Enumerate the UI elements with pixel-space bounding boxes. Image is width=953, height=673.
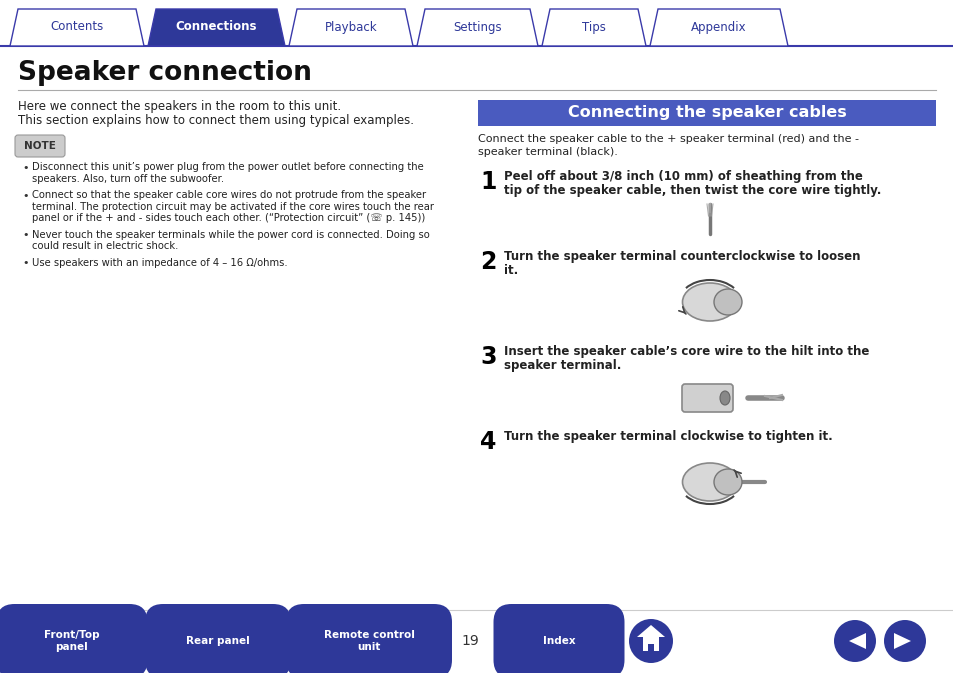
Ellipse shape: [833, 620, 875, 662]
Text: NOTE: NOTE: [24, 141, 56, 151]
Text: 4: 4: [479, 430, 496, 454]
FancyBboxPatch shape: [493, 604, 624, 673]
Text: Settings: Settings: [453, 20, 501, 34]
Polygon shape: [649, 9, 787, 46]
Text: Front/Top
panel: Front/Top panel: [44, 630, 100, 651]
Text: Connecting the speaker cables: Connecting the speaker cables: [567, 106, 845, 120]
Ellipse shape: [681, 463, 737, 501]
FancyBboxPatch shape: [15, 135, 65, 157]
Text: •: •: [22, 163, 29, 173]
Text: Rear panel: Rear panel: [186, 636, 250, 646]
FancyBboxPatch shape: [681, 384, 732, 412]
Text: •: •: [22, 191, 29, 201]
Text: Connect so that the speaker cable core wires do not protrude from the speaker: Connect so that the speaker cable core w…: [32, 190, 426, 200]
Ellipse shape: [628, 619, 672, 663]
Text: could result in electric shock.: could result in electric shock.: [32, 241, 178, 251]
Text: Playback: Playback: [324, 20, 377, 34]
Text: Speaker connection: Speaker connection: [18, 60, 312, 86]
Text: it.: it.: [503, 264, 517, 277]
Text: terminal. The protection circuit may be activated if the core wires touch the re: terminal. The protection circuit may be …: [32, 201, 434, 211]
Text: 2: 2: [479, 250, 496, 274]
Text: speaker terminal (black).: speaker terminal (black).: [477, 147, 618, 157]
FancyBboxPatch shape: [286, 604, 452, 673]
Text: Remote control
unit: Remote control unit: [323, 630, 414, 651]
Text: Use speakers with an impedance of 4 – 16 Ω/ohms.: Use speakers with an impedance of 4 – 16…: [32, 258, 287, 267]
Text: 19: 19: [460, 634, 478, 648]
Text: tip of the speaker cable, then twist the core wire tightly.: tip of the speaker cable, then twist the…: [503, 184, 881, 197]
Text: This section explains how to connect them using typical examples.: This section explains how to connect the…: [18, 114, 414, 127]
FancyBboxPatch shape: [0, 604, 148, 673]
Text: Turn the speaker terminal clockwise to tighten it.: Turn the speaker terminal clockwise to t…: [503, 430, 832, 443]
Text: Connections: Connections: [175, 20, 257, 34]
Ellipse shape: [720, 391, 729, 405]
FancyBboxPatch shape: [647, 644, 654, 651]
Text: Connect the speaker cable to the + speaker terminal (red) and the -: Connect the speaker cable to the + speak…: [477, 134, 858, 144]
Polygon shape: [10, 9, 144, 46]
Text: •: •: [22, 230, 29, 240]
Text: Turn the speaker terminal counterclockwise to loosen: Turn the speaker terminal counterclockwi…: [503, 250, 860, 263]
FancyBboxPatch shape: [145, 604, 291, 673]
Polygon shape: [416, 9, 537, 46]
Polygon shape: [893, 633, 910, 649]
Ellipse shape: [681, 283, 737, 321]
Bar: [477, 100, 935, 126]
Text: Tips: Tips: [581, 20, 605, 34]
Text: Contents: Contents: [51, 20, 104, 34]
Polygon shape: [637, 625, 664, 637]
Ellipse shape: [883, 620, 925, 662]
Text: speaker terminal.: speaker terminal.: [503, 359, 620, 372]
Text: panel or if the + and - sides touch each other. (“Protection circuit” (☏ p. 145): panel or if the + and - sides touch each…: [32, 213, 425, 223]
Text: 3: 3: [479, 345, 496, 369]
Text: Never touch the speaker terminals while the power cord is connected. Doing so: Never touch the speaker terminals while …: [32, 229, 429, 240]
Text: 1: 1: [479, 170, 496, 194]
Text: Here we connect the speakers in the room to this unit.: Here we connect the speakers in the room…: [18, 100, 341, 113]
Text: Disconnect this unit’s power plug from the power outlet before connecting the: Disconnect this unit’s power plug from t…: [32, 162, 423, 172]
Polygon shape: [541, 9, 645, 46]
Polygon shape: [289, 9, 413, 46]
Text: Insert the speaker cable’s core wire to the hilt into the: Insert the speaker cable’s core wire to …: [503, 345, 868, 358]
Text: Peel off about 3/8 inch (10 mm) of sheathing from the: Peel off about 3/8 inch (10 mm) of sheat…: [503, 170, 862, 183]
Polygon shape: [848, 633, 865, 649]
Text: •: •: [22, 258, 29, 269]
Ellipse shape: [713, 469, 741, 495]
Polygon shape: [148, 9, 285, 46]
Ellipse shape: [713, 289, 741, 315]
Text: speakers. Also, turn off the subwoofer.: speakers. Also, turn off the subwoofer.: [32, 174, 224, 184]
FancyBboxPatch shape: [642, 637, 659, 651]
Text: Appendix: Appendix: [691, 20, 746, 34]
Text: Index: Index: [542, 636, 575, 646]
